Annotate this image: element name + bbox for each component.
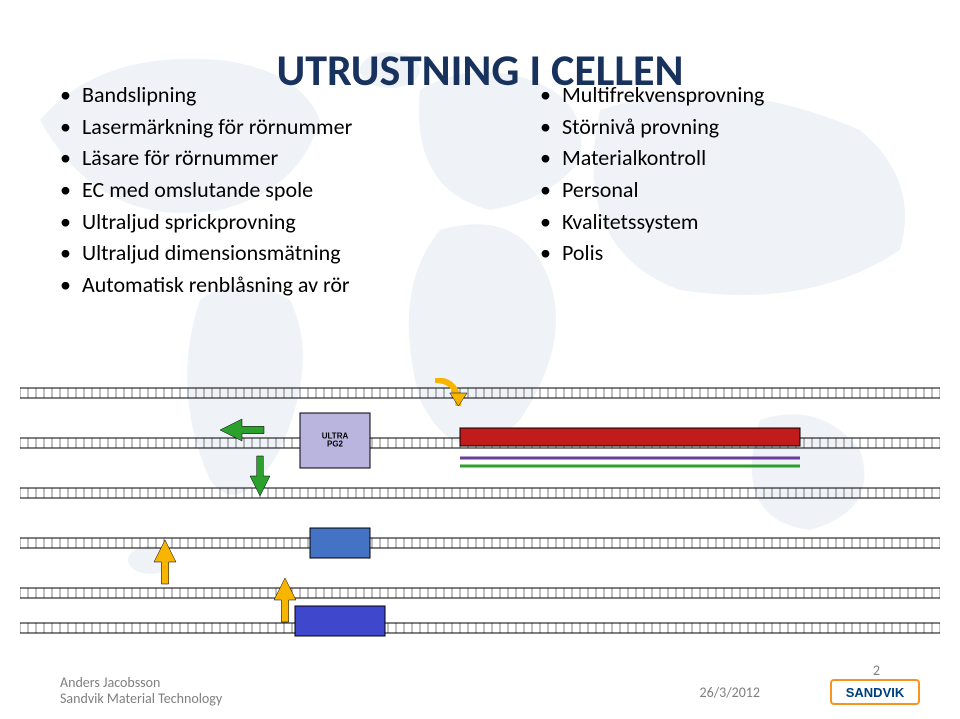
- bullet-item: Multifrekvensprovning: [540, 80, 920, 110]
- footer: Anders Jacobsson Sandvik Material Techno…: [0, 665, 960, 709]
- equipment-layout-diagram: ULTRAPG2: [20, 378, 940, 648]
- right-column: MultifrekvensprovningStörnivå provningMa…: [480, 80, 960, 302]
- bullet-item: Automatisk renblåsning av rör: [60, 270, 440, 300]
- bullet-item: Läsare för rörnummer: [60, 143, 440, 173]
- bullet-item: Störnivå provning: [540, 112, 920, 142]
- bullet-item: Personal: [540, 175, 920, 205]
- sandvik-logo: SANDVIK: [830, 679, 920, 705]
- logo-text: SANDVIK: [846, 685, 905, 700]
- bullet-item: Polis: [540, 238, 920, 268]
- footer-author: Anders Jacobsson: [60, 674, 160, 691]
- right-bullet-list: MultifrekvensprovningStörnivå provningMa…: [540, 80, 920, 268]
- footer-date: 26/3/2012: [700, 684, 760, 701]
- bullet-item: Ultraljud sprickprovning: [60, 207, 440, 237]
- left-column: BandslipningLasermärkning för rörnummerL…: [0, 80, 480, 302]
- bullet-item: Materialkontroll: [540, 143, 920, 173]
- bullet-item: Lasermärkning för rörnummer: [60, 112, 440, 142]
- footer-page-number: 2: [873, 662, 880, 679]
- left-bullet-list: BandslipningLasermärkning för rörnummerL…: [60, 80, 440, 300]
- bullet-item: Bandslipning: [60, 80, 440, 110]
- bullet-item: Ultraljud dimensionsmätning: [60, 238, 440, 268]
- footer-org: Sandvik Material Technology: [60, 690, 222, 707]
- bullet-item: Kvalitetssystem: [540, 207, 920, 237]
- content-columns: BandslipningLasermärkning för rörnummerL…: [0, 80, 960, 302]
- bullet-item: EC med omslutande spole: [60, 175, 440, 205]
